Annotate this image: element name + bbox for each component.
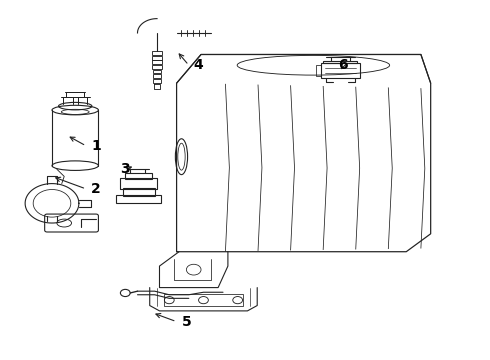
Bar xyxy=(152,55,162,59)
Bar xyxy=(164,294,243,306)
Bar xyxy=(153,69,161,73)
Bar xyxy=(321,63,360,78)
Text: 6: 6 xyxy=(338,58,347,72)
Bar xyxy=(153,79,161,83)
Bar xyxy=(316,65,321,76)
Bar xyxy=(153,74,161,78)
Text: 5: 5 xyxy=(181,315,191,329)
Bar xyxy=(125,173,152,179)
Bar xyxy=(152,60,162,64)
Text: 3: 3 xyxy=(121,162,130,176)
Bar xyxy=(152,51,162,55)
Text: 1: 1 xyxy=(91,139,101,153)
Bar xyxy=(323,60,357,63)
Bar xyxy=(121,178,157,189)
Bar xyxy=(117,195,161,203)
Bar xyxy=(123,188,155,196)
Text: 4: 4 xyxy=(194,58,203,72)
Bar xyxy=(152,65,162,69)
Text: 2: 2 xyxy=(91,182,101,196)
